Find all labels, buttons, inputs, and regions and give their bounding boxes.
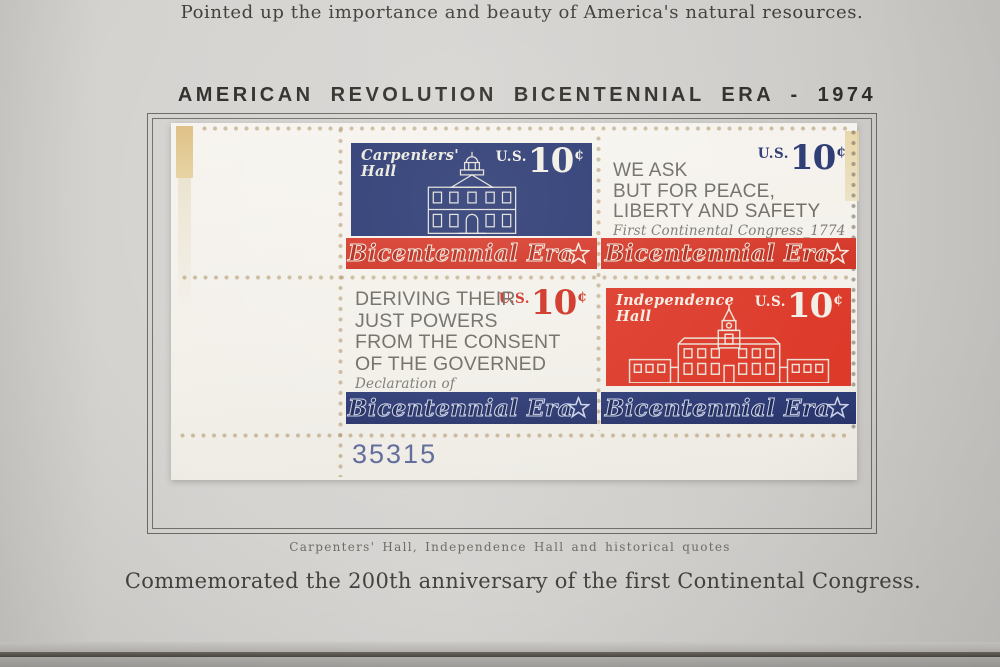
quote-line: WE ASK — [613, 160, 688, 181]
album-frame-border — [147, 113, 877, 534]
perforation-column — [337, 127, 344, 477]
bicentennial-star-icon — [826, 396, 849, 419]
quote-line: BUT FOR PEACE, — [613, 180, 776, 202]
bicentennial-era-banner: Bicentennial Era — [346, 238, 597, 269]
album-frame-inner-border — [152, 118, 872, 529]
stamp-name-line: Independence — [616, 292, 735, 309]
quote-line: DERIVING THEIR — [355, 288, 516, 310]
stamp-independence-hall: Independence Hall U.S. 10 ¢ — [600, 283, 857, 430]
stamp-powers-quote: U.S. 10 ¢ DERIVING THEIR JUST POWERS FROM … — [345, 283, 598, 430]
bicentennial-era-banner: Bicentennial Era — [601, 238, 856, 269]
stamp-name: Independence Hall — [616, 293, 734, 324]
stamp-plate-block: Carpenters' Hall U.S. 10 ¢ — [171, 123, 859, 480]
quote-line: FROM THE CONSENT — [355, 331, 561, 353]
stamp-hinge-mark — [176, 126, 193, 178]
bicentennial-era-banner: Bicentennial Era — [346, 392, 597, 424]
independence-hall-illustration — [628, 305, 829, 383]
quote-attribution: First Continental Congress_1774 — [613, 223, 846, 239]
bicentennial-era-banner: Bicentennial Era — [601, 392, 856, 424]
page-title: AMERICAN REVOLUTION BICENTENNIAL ERA - 1… — [177, 84, 877, 106]
page-edge-shadow — [0, 642, 1000, 653]
stamp-denomination: U.S. 10 ¢ — [498, 283, 587, 323]
album-bottom-note: Commemorated the 200th anniversary of th… — [124, 569, 922, 593]
stamp-denomination: U.S. 10 ¢ — [495, 141, 584, 181]
album-top-note: Pointed up the importance and beauty of … — [180, 2, 864, 23]
bicentennial-star-icon — [567, 396, 590, 419]
perforation-column — [850, 129, 857, 431]
page-edge-below — [0, 657, 1000, 667]
perforation-row — [181, 274, 851, 281]
stamp-name: Carpenters' Hall — [361, 148, 459, 179]
perforation-column — [595, 135, 602, 431]
quote-line: LIBERTY AND SAFETY — [613, 201, 821, 222]
stamp-denomination: U.S. 10 ¢ — [757, 138, 846, 178]
stamp-name-line: Carpenters' — [361, 147, 459, 164]
stamp-printed-area: Carpenters' Hall U.S. 10 ¢ — [351, 143, 592, 236]
stamp-quote-text: DERIVING THEIR JUST POWERS FROM THE CONS… — [355, 288, 561, 375]
perforation-row — [201, 125, 851, 132]
stamp-carpenters-hall: Carpenters' Hall U.S. 10 ¢ — [345, 138, 598, 272]
plate-number: 35315 — [352, 439, 438, 469]
stamp-printed-area: Independence Hall U.S. 10 ¢ — [606, 288, 851, 386]
page-edge-line — [0, 652, 1000, 657]
bicentennial-star-icon — [567, 242, 590, 264]
stamp-denomination: U.S. 10 ¢ — [754, 286, 843, 326]
bicentennial-star-icon — [826, 242, 849, 264]
stamp-peace-quote: U.S. 10 ¢ WE ASK BUT FOR PEACE, LIBERTY AN… — [600, 138, 857, 272]
stamp-quote-text: WE ASK BUT FOR PEACE, LIBERTY AND SAFETY — [613, 160, 821, 223]
stamp-name-line: Hall — [361, 162, 397, 180]
perforation-row — [179, 432, 851, 439]
stamp-hinge-stain — [178, 178, 191, 313]
quote-line: JUST POWERS — [355, 309, 498, 332]
quote-line: OF THE GOVERNED — [355, 352, 547, 375]
stamp-name-line: Hall — [616, 307, 652, 325]
album-caption: Carpenters' Hall, Independence Hall and … — [289, 540, 731, 554]
carpenters-hall-illustration — [427, 151, 516, 234]
